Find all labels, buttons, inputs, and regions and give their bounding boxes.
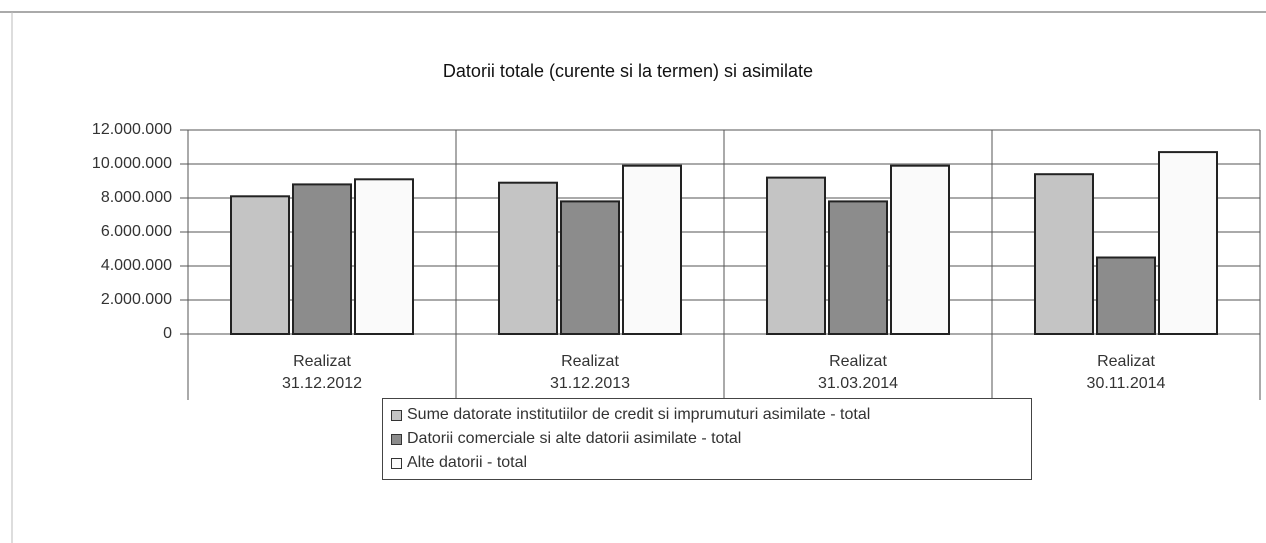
bar	[622, 164, 682, 335]
y-tick-label: 8.000.000	[101, 189, 172, 206]
y-tick-label: 0	[163, 325, 172, 342]
bar	[560, 200, 620, 335]
x-tick-label: Realizat	[1097, 353, 1155, 370]
x-tick-label: Realizat	[829, 353, 887, 370]
x-tick-label: 30.11.2014	[1087, 375, 1166, 392]
legend-item: Alte datorii - total	[391, 451, 1023, 475]
bar	[230, 195, 290, 335]
legend: Sume datorate institutiilor de credit si…	[382, 398, 1032, 480]
x-tick-label: Realizat	[561, 353, 619, 370]
legend-item: Sume datorate institutiilor de credit si…	[391, 403, 1023, 427]
x-tick-label: 31.12.2013	[550, 375, 630, 392]
bar	[1034, 173, 1094, 335]
legend-label: Sume datorate institutiilor de credit si…	[407, 406, 871, 423]
bar	[766, 176, 826, 335]
y-tick-label: 6.000.000	[101, 223, 172, 240]
bar	[292, 183, 352, 335]
bar	[498, 181, 558, 335]
legend-item: Datorii comerciale si alte datorii asimi…	[391, 427, 1023, 451]
legend-label: Datorii comerciale si alte datorii asimi…	[407, 430, 742, 447]
bar	[354, 178, 414, 335]
y-tick-label: 2.000.000	[101, 291, 172, 308]
y-tick-label: 4.000.000	[101, 257, 172, 274]
legend-swatch	[391, 434, 402, 445]
legend-swatch	[391, 458, 402, 469]
x-tick-label: Realizat	[293, 353, 351, 370]
legend-swatch	[391, 410, 402, 421]
legend-label: Alte datorii - total	[407, 454, 528, 471]
x-tick-label: 31.03.2014	[818, 375, 898, 392]
y-tick-label: 12.000.000	[92, 121, 172, 138]
x-tick-label: 31.12.2012	[282, 375, 362, 392]
bar	[890, 164, 950, 335]
chart-title: Datorii totale (curente si la termen) si…	[443, 61, 813, 81]
y-tick-label: 10.000.000	[92, 155, 172, 172]
bar	[1158, 151, 1218, 335]
bar	[828, 200, 888, 335]
bar	[1096, 256, 1156, 335]
